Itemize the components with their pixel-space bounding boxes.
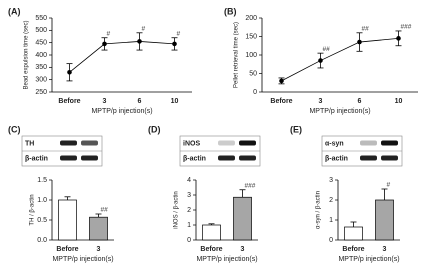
- significance-label: #: [177, 30, 181, 37]
- bar: [344, 226, 363, 241]
- x-tick-label: 10: [171, 98, 179, 105]
- y-tick-label: 550: [35, 15, 47, 22]
- y-tick-label: 500: [35, 27, 47, 34]
- y-tick-label: 0: [253, 89, 257, 96]
- x-tick-label: Before: [270, 98, 292, 105]
- y-tick-label: 0: [187, 237, 191, 244]
- panel-label: (D): [148, 124, 161, 134]
- blot-label: iNOS: [183, 140, 200, 147]
- x-tick-label: 3: [383, 246, 387, 253]
- x-axis-label: MPTP/p injection(s): [338, 256, 399, 263]
- point: [357, 39, 362, 45]
- y-tick-label: 200: [245, 15, 257, 22]
- x-axis-label: MPTP/p injection(s): [91, 108, 152, 115]
- x-tick-label: Before: [58, 98, 80, 105]
- y-tick-label: 2: [329, 197, 333, 204]
- blot-band: [381, 155, 398, 161]
- blot-label: α-syn: [325, 140, 344, 147]
- y-tick-label: 3: [187, 192, 191, 199]
- x-tick-label: 3: [241, 246, 245, 253]
- bar: [202, 224, 221, 241]
- y-tick-label: 1: [329, 217, 333, 224]
- point: [396, 36, 401, 41]
- blot-band: [218, 140, 235, 146]
- line: [69, 41, 175, 73]
- significance-label: #: [387, 182, 391, 189]
- significance-label: ###: [245, 182, 256, 189]
- y-tick-label: 3: [329, 177, 333, 184]
- bar: [375, 199, 394, 241]
- bar: [89, 216, 108, 241]
- y-tick-label: 1.5: [37, 177, 47, 184]
- significance-label: ##: [101, 207, 109, 214]
- x-tick-label: 3: [103, 98, 107, 105]
- blot-band: [81, 140, 98, 146]
- y-tick-label: 100: [245, 52, 257, 59]
- blot-label: β-actin: [183, 155, 206, 162]
- blot-band: [60, 155, 77, 161]
- bar: [233, 196, 252, 241]
- significance-label: ###: [401, 24, 412, 31]
- x-axis-label: MPTP/p injection(s): [309, 108, 370, 115]
- point: [279, 78, 284, 84]
- y-axis-label: Bead expulsion time (sec): [24, 20, 30, 89]
- y-tick-label: 350: [35, 64, 47, 71]
- significance-label: ##: [323, 46, 331, 53]
- x-tick-label: Before: [200, 246, 222, 253]
- blot-band: [381, 140, 398, 146]
- y-axis-label: TH / β-actin: [30, 194, 36, 225]
- blot-label: β-actin: [25, 155, 48, 162]
- x-tick-label: Before: [342, 246, 364, 253]
- significance-label: ##: [362, 26, 370, 33]
- x-tick-label: 6: [358, 98, 362, 105]
- y-tick-label: 0.0: [37, 237, 47, 244]
- blot-band: [360, 140, 377, 146]
- x-tick-label: 3: [97, 246, 101, 253]
- point: [137, 39, 142, 44]
- x-tick-label: 6: [138, 98, 142, 105]
- y-tick-label: 150: [245, 33, 257, 40]
- y-tick-label: 2: [187, 207, 191, 214]
- blot-band: [239, 140, 256, 146]
- blot-band: [218, 155, 235, 161]
- y-tick-label: 1.0: [37, 197, 47, 204]
- significance-label: #: [142, 26, 146, 33]
- panel-label: (C): [8, 124, 21, 134]
- blot-band: [60, 140, 77, 146]
- blot-band: [239, 155, 256, 161]
- x-axis-label: MPTP/p injection(s): [52, 256, 113, 263]
- y-axis-label: α-syn / β-actin: [316, 191, 322, 229]
- y-tick-label: 50: [249, 70, 257, 77]
- panel-label: (B): [224, 6, 237, 16]
- y-tick-label: 400: [35, 52, 47, 59]
- blot-label: TH: [25, 140, 34, 147]
- y-tick-label: 450: [35, 40, 47, 47]
- y-axis-label: iNOS / β-actin: [174, 191, 180, 228]
- y-tick-label: 1: [187, 222, 191, 229]
- x-axis-label: MPTP/p injection(s): [196, 256, 257, 263]
- point: [102, 41, 107, 47]
- x-tick-label: 3: [319, 98, 323, 105]
- y-tick-label: 250: [35, 89, 47, 96]
- point: [67, 69, 72, 75]
- y-tick-label: 4: [187, 177, 191, 184]
- blot-band: [81, 155, 98, 161]
- point: [172, 41, 177, 47]
- y-tick-label: 0: [329, 237, 333, 244]
- bar: [58, 199, 77, 241]
- x-tick-label: 10: [395, 98, 403, 105]
- y-tick-label: 300: [35, 77, 47, 84]
- x-tick-label: Before: [56, 246, 78, 253]
- point: [318, 58, 323, 63]
- y-axis-label: Pellet retrieval time (sec): [234, 22, 240, 88]
- y-tick-label: 0.5: [37, 217, 47, 224]
- significance-label: #: [107, 30, 111, 37]
- line: [281, 37, 399, 82]
- blot-band: [360, 155, 377, 161]
- panel-label: (A): [8, 6, 21, 16]
- blot-label: β-actin: [325, 155, 348, 162]
- panel-label: (E): [290, 124, 302, 134]
